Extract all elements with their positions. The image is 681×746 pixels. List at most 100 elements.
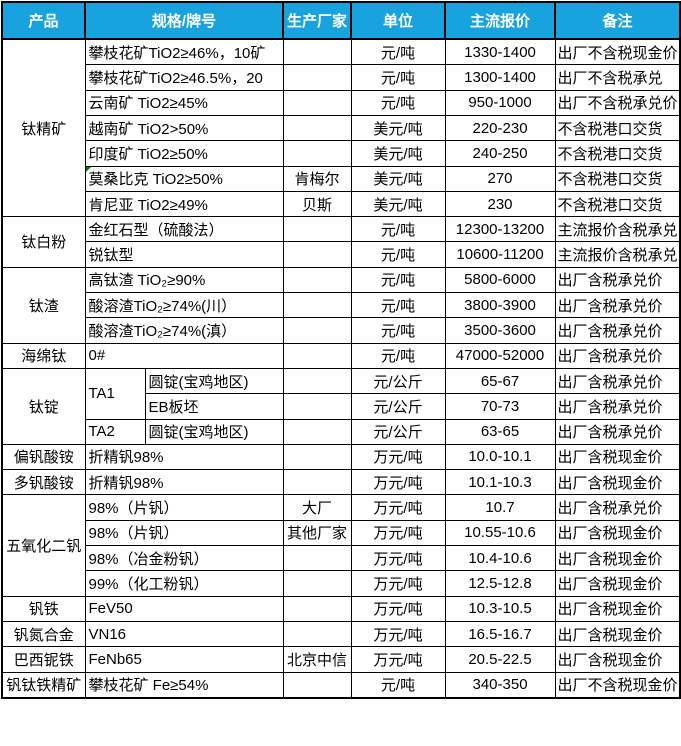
header-manufacturer[interactable]: 生产厂家: [282, 1, 353, 40]
cell-spec[interactable]: EB板坯: [144, 393, 284, 420]
cell-remark[interactable]: 不含税港口交货: [554, 190, 681, 218]
cell-unit[interactable]: 元/公斤: [350, 393, 446, 420]
cell-spec[interactable]: 印度矿 TiO2≥50%: [84, 140, 284, 167]
cell-manufacturer[interactable]: 贝斯: [282, 190, 352, 218]
cell-spec[interactable]: 圆锭(宝鸡地区): [144, 367, 284, 395]
cell-remark[interactable]: 不含税港口交货: [554, 165, 681, 192]
cell-price[interactable]: 3500-3600: [444, 317, 556, 344]
cell-unit[interactable]: 元/吨: [350, 266, 446, 294]
cell-price[interactable]: 20.5-22.5: [444, 646, 556, 673]
cell-spec[interactable]: 0#: [84, 342, 284, 369]
cell-manufacturer[interactable]: 大厂: [282, 494, 352, 521]
cell-remark[interactable]: 出厂含税承兑价: [554, 342, 681, 369]
header-remark[interactable]: 备注: [554, 1, 681, 40]
cell-remark[interactable]: 出厂含税现金价: [554, 595, 681, 622]
cell-price[interactable]: 5800-6000: [444, 266, 556, 294]
cell-product[interactable]: 钛白粉: [1, 216, 86, 268]
cell-manufacturer[interactable]: 肯梅尔: [282, 165, 352, 192]
header-price[interactable]: 主流报价: [444, 1, 557, 40]
cell-spec[interactable]: 折精钒98%: [84, 443, 284, 471]
cell-unit[interactable]: 元/公斤: [350, 367, 446, 395]
cell-product[interactable]: 钛精矿: [1, 38, 86, 218]
cell-remark[interactable]: 出厂含税现金价: [554, 545, 681, 572]
cell-grade[interactable]: TA1: [84, 367, 146, 420]
cell-remark[interactable]: 不含税港口交货: [554, 140, 681, 167]
cell-product[interactable]: 多钒酸铵: [1, 469, 86, 496]
cell-price[interactable]: 3800-3900: [444, 292, 556, 319]
cell-remark[interactable]: 出厂含税现金价: [554, 469, 681, 496]
cell-remark[interactable]: 出厂含税承兑价: [554, 418, 681, 445]
cell-spec[interactable]: 圆锭(宝鸡地区): [144, 418, 284, 445]
cell-price[interactable]: 65-67: [444, 367, 556, 395]
cell-manufacturer[interactable]: [282, 671, 352, 699]
cell-remark[interactable]: 出厂含税现金价: [554, 519, 681, 547]
cell-price[interactable]: 10600-11200: [444, 241, 556, 268]
cell-unit[interactable]: 万元/吨: [350, 443, 446, 471]
cell-product[interactable]: 钒氮合金: [1, 620, 86, 648]
cell-manufacturer[interactable]: [282, 620, 352, 648]
cell-price[interactable]: 10.55-10.6: [444, 519, 556, 547]
cell-unit[interactable]: 美元/吨: [350, 190, 446, 218]
cell-spec[interactable]: 折精钒98%: [84, 469, 284, 496]
cell-spec[interactable]: FeV50: [84, 595, 284, 622]
cell-manufacturer[interactable]: [282, 393, 352, 420]
cell-unit[interactable]: 美元/吨: [350, 165, 446, 192]
cell-manufacturer[interactable]: [282, 89, 352, 116]
cell-manufacturer[interactable]: [282, 140, 352, 167]
cell-price[interactable]: 10.7: [444, 494, 556, 521]
cell-manufacturer[interactable]: 其他厂家: [282, 519, 352, 547]
cell-manufacturer[interactable]: [282, 367, 352, 395]
cell-unit[interactable]: 万元/吨: [350, 545, 446, 572]
cell-manufacturer[interactable]: [282, 317, 352, 344]
cell-product[interactable]: 海绵钛: [1, 342, 86, 369]
cell-remark[interactable]: 出厂含税承兑价: [554, 494, 681, 521]
cell-manufacturer[interactable]: [282, 469, 352, 496]
cell-unit[interactable]: 元/吨: [350, 241, 446, 268]
cell-price[interactable]: 10.3-10.5: [444, 595, 556, 622]
cell-unit[interactable]: 万元/吨: [350, 570, 446, 597]
cell-manufacturer[interactable]: [282, 292, 352, 319]
cell-remark[interactable]: 出厂含税承兑价: [554, 317, 681, 344]
cell-spec[interactable]: 酸溶渣TiO₂≥74%(滇）: [84, 317, 284, 344]
cell-product[interactable]: 钒钛铁精矿: [1, 671, 86, 699]
cell-spec[interactable]: VN16: [84, 620, 284, 648]
cell-spec[interactable]: 莫桑比克 TiO2≥50%: [84, 165, 284, 192]
cell-manufacturer[interactable]: [282, 342, 352, 369]
cell-price[interactable]: 63-65: [444, 418, 556, 445]
cell-price[interactable]: 70-73: [444, 393, 556, 420]
cell-price[interactable]: 240-250: [444, 140, 556, 167]
cell-grade[interactable]: TA2: [84, 418, 146, 445]
cell-unit[interactable]: 元/吨: [350, 89, 446, 116]
cell-unit[interactable]: 元/吨: [350, 64, 446, 91]
cell-spec[interactable]: 金红石型（硫酸法）: [84, 216, 284, 243]
cell-product[interactable]: 巴西铌铁: [1, 646, 86, 673]
cell-unit[interactable]: 万元/吨: [350, 494, 446, 521]
cell-remark[interactable]: 出厂含税现金价: [554, 570, 681, 597]
cell-manufacturer[interactable]: [282, 114, 352, 142]
cell-spec[interactable]: 肯尼亚 TiO2≥49%: [84, 190, 284, 218]
cell-remark[interactable]: 出厂含税承兑价: [554, 292, 681, 319]
cell-spec[interactable]: 高钛渣 TiO₂≥90%: [84, 266, 284, 294]
cell-unit[interactable]: 元/吨: [350, 292, 446, 319]
cell-price[interactable]: 1300-1400: [444, 64, 556, 91]
header-unit[interactable]: 单位: [350, 1, 447, 40]
cell-unit[interactable]: 元/吨: [350, 317, 446, 344]
cell-remark[interactable]: 出厂含税承兑价: [554, 367, 681, 395]
cell-spec[interactable]: 攀枝花矿 Fe≥54%: [84, 671, 284, 699]
cell-price[interactable]: 16.5-16.7: [444, 620, 556, 648]
cell-spec[interactable]: 99%（化工粉钒）: [84, 570, 284, 597]
cell-unit[interactable]: 万元/吨: [350, 519, 446, 547]
cell-price[interactable]: 230: [444, 190, 556, 218]
cell-manufacturer[interactable]: [282, 595, 352, 622]
cell-price[interactable]: 12300-13200: [444, 216, 556, 243]
cell-unit[interactable]: 万元/吨: [350, 469, 446, 496]
cell-product[interactable]: 钛渣: [1, 266, 86, 344]
cell-product[interactable]: 钒铁: [1, 595, 86, 622]
cell-price[interactable]: 950-1000: [444, 89, 556, 116]
cell-remark[interactable]: 出厂含税承兑价: [554, 393, 681, 420]
cell-spec[interactable]: 98%（片钒）: [84, 494, 284, 521]
cell-unit[interactable]: 万元/吨: [350, 620, 446, 648]
cell-spec[interactable]: 锐钛型: [84, 241, 284, 268]
cell-unit[interactable]: 元/吨: [350, 38, 446, 66]
cell-manufacturer[interactable]: 北京中信: [282, 646, 352, 673]
